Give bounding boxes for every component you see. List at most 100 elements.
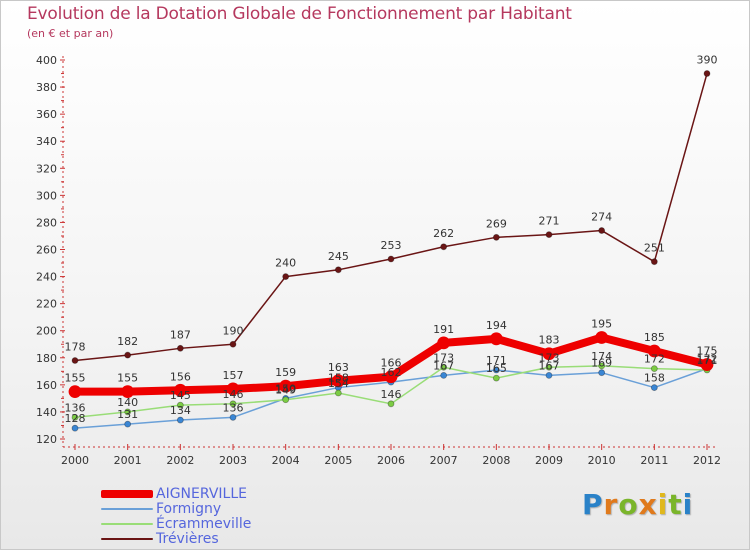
data-label-aignerville: 166 — [381, 357, 402, 370]
x-tick-label: 2005 — [324, 454, 352, 467]
data-label-trevieres: 245 — [328, 250, 349, 263]
data-label-trevieres: 190 — [223, 324, 244, 337]
y-tick-label: 400 — [36, 54, 57, 67]
data-label-ecrammeville: 136 — [65, 401, 86, 414]
data-point-trevieres — [124, 351, 132, 359]
y-tick-label: 160 — [36, 379, 57, 392]
data-point-formigny — [492, 366, 500, 374]
data-label-formigny: 169 — [591, 357, 612, 370]
legend-label-trevieres: Trévières — [156, 530, 219, 547]
legend: AIGNERVILLE Formigny Écrammeville Tréviè… — [101, 486, 251, 546]
y-tick-label: 220 — [36, 298, 57, 311]
data-label-trevieres: 182 — [117, 335, 138, 348]
data-label-trevieres: 271 — [539, 215, 560, 228]
data-label-ecrammeville: 154 — [328, 377, 349, 390]
x-tick-label: 2003 — [219, 454, 247, 467]
legend-item-formigny: Formigny — [101, 501, 251, 516]
data-point-aignerville — [331, 374, 345, 388]
logo-letter-3: o — [618, 488, 639, 521]
x-tick-label: 2002 — [166, 454, 194, 467]
y-tick-label: 200 — [36, 325, 57, 338]
data-label-formigny: 158 — [644, 372, 665, 385]
data-label-ecrammeville: 171 — [697, 354, 718, 367]
data-point-aignerville — [647, 344, 661, 358]
data-point-trevieres — [334, 266, 342, 274]
data-label-trevieres: 187 — [170, 328, 191, 341]
data-point-trevieres — [282, 273, 290, 280]
data-point-aignerville — [279, 379, 293, 393]
legend-label-ecrammeville: Écrammeville — [156, 515, 252, 532]
x-tick-label: 2007 — [430, 454, 458, 467]
logo-letter-5: i — [657, 488, 669, 521]
data-label-ecrammeville: 165 — [486, 362, 507, 375]
data-label-ecrammeville: 173 — [433, 351, 454, 364]
y-tick-label: 120 — [36, 433, 57, 446]
x-tick-label: 2009 — [535, 454, 563, 467]
data-point-trevieres — [492, 233, 500, 241]
axes: 120 140 160 180 200 220 240 260 280 300 320 340 360 3… — [36, 54, 721, 467]
data-label-trevieres: 251 — [644, 242, 665, 255]
data-point-trevieres — [71, 357, 79, 364]
data-point-aignerville — [595, 331, 609, 344]
x-tick-label: 2012 — [693, 454, 721, 467]
data-point-aignerville — [489, 332, 503, 346]
data-label-formigny: 134 — [170, 404, 191, 417]
data-labels: 178 182 187 190 240 245 253 262 269 271 274 251 390 1… — [65, 54, 718, 426]
y-tick-label: 380 — [36, 81, 57, 94]
data-label-formigny: 131 — [117, 408, 138, 421]
data-label-ecrammeville: 140 — [117, 396, 138, 409]
legend-item-ecrammeville: Écrammeville — [101, 516, 251, 531]
data-label-ecrammeville: 146 — [223, 388, 244, 401]
data-label-ecrammeville: 172 — [644, 353, 665, 366]
data-label-ecrammeville: 173 — [539, 351, 560, 364]
data-point-formigny — [440, 371, 448, 379]
data-point-formigny — [176, 416, 184, 424]
data-label-aignerville: 163 — [328, 361, 349, 374]
data-point-formigny — [598, 369, 606, 377]
data-label-trevieres: 269 — [486, 217, 507, 230]
data-label-formigny: 172 — [697, 353, 718, 366]
data-point-trevieres — [176, 344, 184, 352]
legend-swatch-aignerville — [101, 489, 153, 498]
x-tick-label: 2004 — [272, 454, 300, 467]
data-point-formigny — [229, 413, 237, 421]
y-tick-label: 140 — [36, 406, 57, 419]
data-point-trevieres — [545, 231, 553, 239]
data-label-aignerville: 194 — [486, 319, 507, 332]
data-label-formigny: 128 — [65, 412, 86, 425]
data-point-trevieres — [387, 255, 395, 263]
data-point-aignerville — [121, 385, 135, 399]
data-point-ecrammeville — [334, 389, 342, 397]
data-point-ecrammeville — [650, 365, 658, 373]
data-label-aignerville: 156 — [170, 370, 191, 383]
data-label-trevieres: 274 — [591, 211, 612, 224]
logo-letter-1: P — [582, 488, 604, 521]
data-point-aignerville — [542, 347, 556, 361]
data-label-aignerville: 157 — [223, 369, 244, 382]
data-point-trevieres — [650, 258, 658, 266]
logo-letter-7: i — [682, 488, 694, 521]
x-tick-label: 2010 — [588, 454, 616, 467]
data-label-ecrammeville: 149 — [275, 384, 296, 397]
data-label-formigny: 136 — [223, 401, 244, 414]
data-label-trevieres: 390 — [697, 54, 718, 67]
data-label-aignerville: 159 — [275, 366, 296, 379]
data-label-aignerville: 155 — [65, 372, 86, 385]
y-tick-label: 260 — [36, 244, 57, 257]
x-tick-label: 2001 — [114, 454, 142, 467]
logo-letter-2: r — [603, 488, 619, 521]
data-point-aignerville — [384, 370, 398, 384]
x-tick-label: 2000 — [61, 454, 89, 467]
data-point-ecrammeville — [124, 408, 132, 416]
data-point-ecrammeville — [387, 400, 395, 408]
data-label-trevieres: 262 — [433, 227, 454, 240]
data-label-aignerville: 175 — [697, 345, 718, 358]
data-point-aignerville — [700, 358, 714, 371]
data-label-aignerville: 155 — [117, 372, 138, 385]
data-point-trevieres — [229, 340, 237, 348]
data-label-ecrammeville: 145 — [170, 389, 191, 402]
logo-letter-4: x — [638, 488, 658, 521]
data-label-aignerville: 195 — [591, 317, 612, 330]
y-tick-label: 240 — [36, 271, 57, 284]
x-tick-label: 2006 — [377, 454, 405, 467]
